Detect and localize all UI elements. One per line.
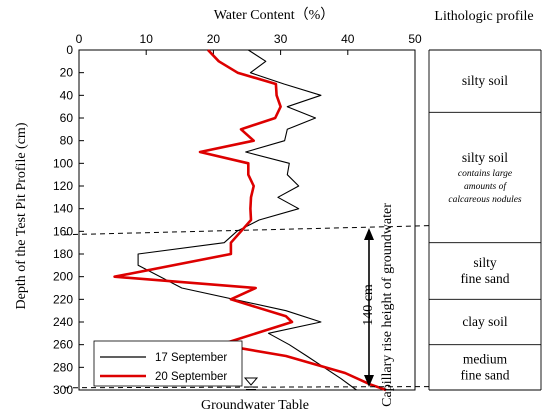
y-tick-label: 260 xyxy=(53,338,73,352)
litho-layer-label: silty soil xyxy=(462,73,508,88)
y-tick-label: 0 xyxy=(66,43,73,57)
x-tick-label: 30 xyxy=(274,32,288,46)
capillary-arrow-up-icon xyxy=(364,228,374,240)
litho-layer-label: fine sand xyxy=(460,271,509,286)
litho-layer-label: silty xyxy=(473,255,497,270)
plot-frame xyxy=(78,49,416,391)
capillary-top-dashed-line xyxy=(63,225,430,236)
capillary-label: Capillary rise height of groundwater xyxy=(380,203,395,407)
lithologic-title: Lithologic profile xyxy=(434,9,533,24)
y-tick-label: 20 xyxy=(60,66,74,80)
litho-layer-note: amounts of xyxy=(464,181,507,192)
lithologic-profile: silty soil silty soil contains large amount… xyxy=(63,49,542,391)
groundwater-table-label: Groundwater Table xyxy=(201,398,309,413)
axes-layer: 0 10 20 30 40 50 0 20 40 60 80 100 120 140 160 180 200 22… xyxy=(53,32,422,397)
x-tick-label: 20 xyxy=(207,32,221,46)
y-tick-label: 40 xyxy=(60,88,74,102)
y-axis-title: Depth of the Test Pit Profile (cm) xyxy=(14,122,29,309)
series-line-17-september xyxy=(137,49,357,391)
capillary-annotation: 140 cm Capillary rise height of groundwa… xyxy=(361,203,395,407)
y-tick-label: 280 xyxy=(53,360,73,374)
y-tick-label: 180 xyxy=(53,247,73,261)
y-tick-label: 120 xyxy=(53,179,73,193)
y-tick-label: 160 xyxy=(53,224,73,238)
x-tick-label: 50 xyxy=(408,32,422,46)
litho-layer-label: fine sand xyxy=(460,367,509,382)
legend-label-17-september: 17 September xyxy=(155,352,227,364)
x-axis-title: Water Content（%） xyxy=(214,7,335,23)
y-tick-label: 140 xyxy=(53,202,73,216)
y-tick-label: 220 xyxy=(53,292,73,306)
litho-layer-label: silty soil xyxy=(462,150,508,165)
capillary-arrow-down-icon xyxy=(364,375,374,387)
x-tick-label: 10 xyxy=(140,32,154,46)
x-tick-label: 0 xyxy=(76,32,83,46)
litho-layer-note: contains large xyxy=(458,169,512,179)
litho-layer-label: clay soil xyxy=(462,314,508,329)
capillary-value: 140 cm xyxy=(361,284,376,326)
y-tick-label: 100 xyxy=(53,156,73,170)
x-tick-label: 40 xyxy=(341,32,355,46)
y-tick-label: 80 xyxy=(60,134,74,148)
legend-box xyxy=(93,340,243,387)
groundwater-table-icon xyxy=(243,377,259,390)
series-layer xyxy=(113,49,387,392)
litho-layer-note: calcareous nodules xyxy=(448,195,522,205)
series-line-20-september xyxy=(113,49,387,392)
legend-label-20-september: 20 September xyxy=(155,371,227,383)
y-tick-label: 240 xyxy=(53,315,73,329)
y-tick-label: 300 xyxy=(53,383,73,397)
legend: 17 September 20 September xyxy=(93,340,243,387)
y-tick-label: 200 xyxy=(53,270,73,284)
litho-layer-label: medium xyxy=(463,351,508,366)
y-tick-label: 60 xyxy=(60,111,74,125)
